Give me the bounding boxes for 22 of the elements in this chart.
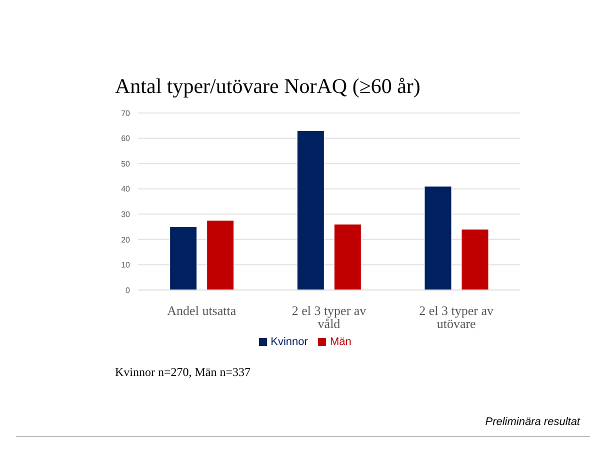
x-tick-label: 2 el 3 typer av utövare [419,303,494,332]
legend-label: Kvinnor [270,336,308,348]
y-tick-label: 40 [121,184,131,194]
y-tick-label: 30 [121,210,131,219]
bar [334,224,362,290]
text: Preliminära resultat [485,416,580,428]
chart-title: Antal typer/utövare NorAQ (≥60 år) [115,74,420,99]
text: Kvinnor n=270, Män n=337 [115,365,251,380]
y-tick-label: 50 [121,159,131,168]
y-tick-label: 0 [126,286,131,295]
bar [424,186,452,290]
x-tick-label: 2 el 3 typer av våld [292,303,367,332]
y-tick-label: 20 [121,235,131,244]
bar [206,220,234,290]
y-tick-label: 10 [121,260,131,270]
bar [170,226,198,290]
y-tick-label: 60 [121,134,131,144]
legend-label: Män [330,336,352,348]
bar [461,229,489,290]
x-tick-label: Andel utsatta [167,303,236,318]
bar [296,130,324,290]
y-tick-label: 70 [121,108,131,118]
